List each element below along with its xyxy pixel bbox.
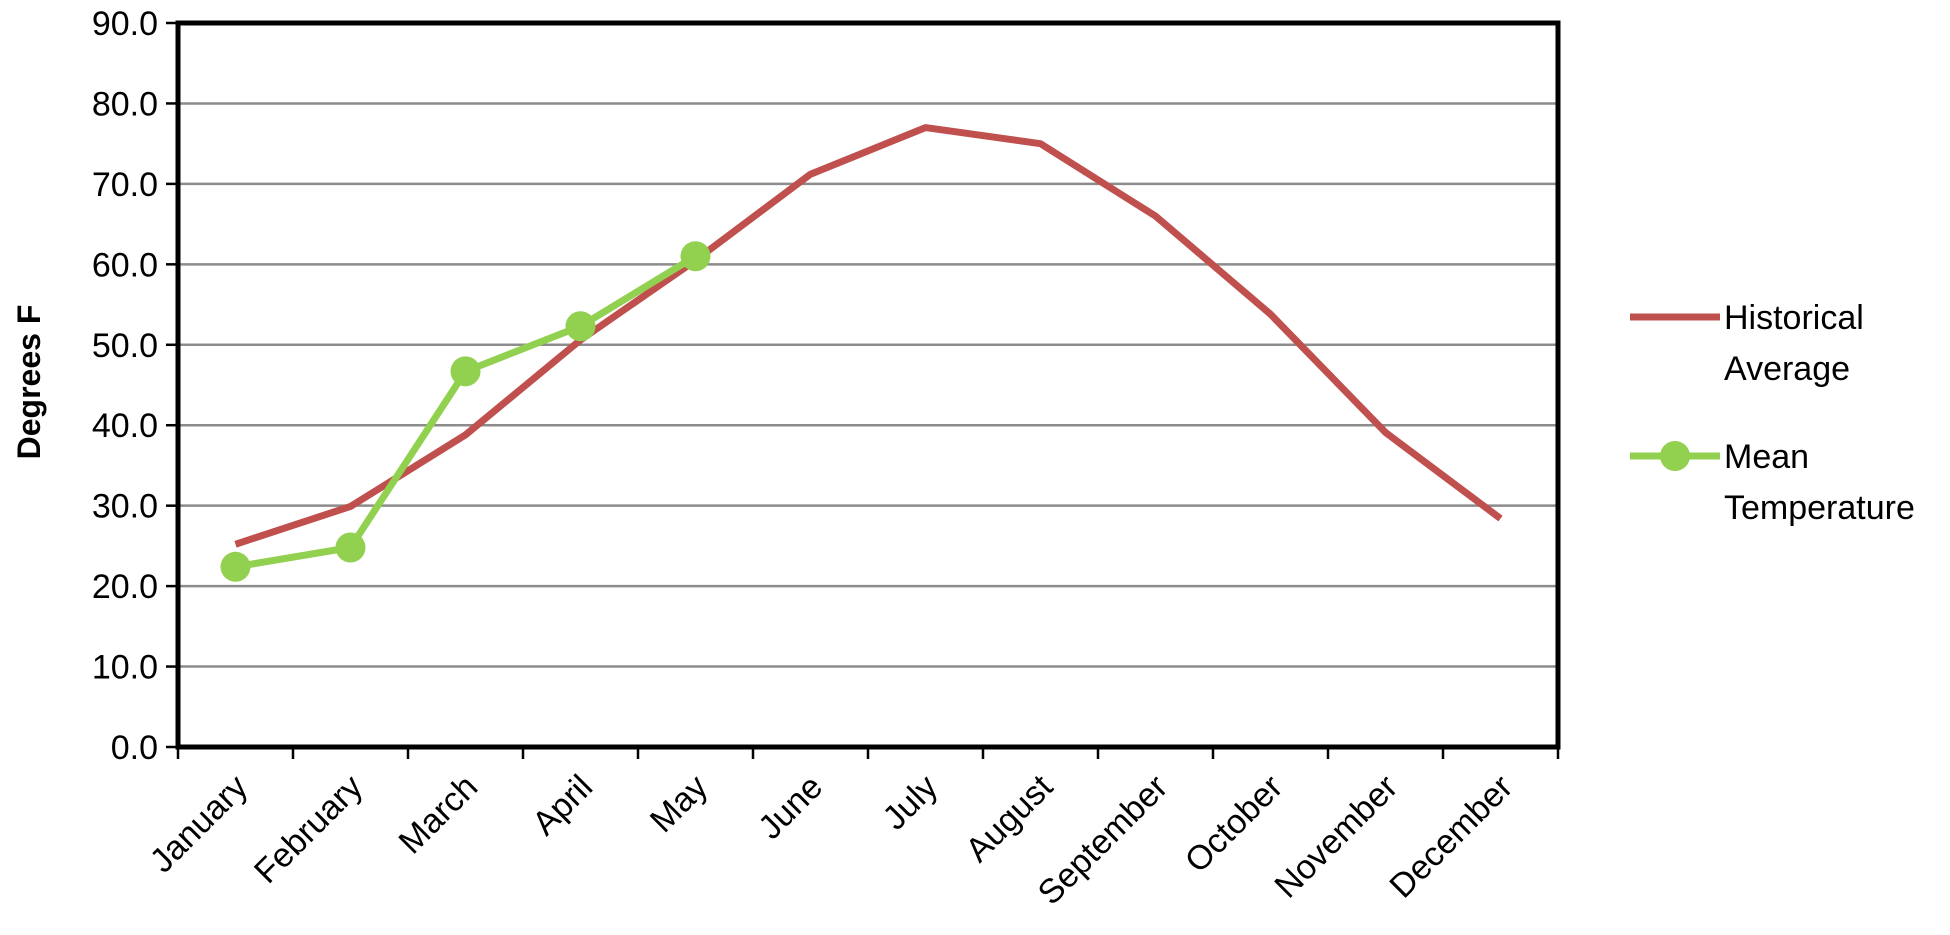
- series-0: [234, 124, 1503, 548]
- plot-border: [175, 20, 1561, 750]
- x-category-label: July: [876, 768, 946, 838]
- series-lines: [220, 124, 1503, 582]
- x-category-label: May: [643, 768, 715, 840]
- legend-label-line: Mean: [1724, 438, 1809, 476]
- y-tick-label: 10.0: [92, 649, 158, 687]
- data-point-marker: [450, 356, 481, 387]
- data-point-marker: [220, 551, 251, 582]
- data-point-marker: [680, 241, 711, 272]
- y-tick-label: 90.0: [92, 5, 158, 43]
- axes: [175, 20, 1561, 750]
- legend-entry: Mean Temperature: [1630, 438, 1915, 527]
- legend-marker: [1660, 441, 1690, 471]
- legend-label: Mean Temperature: [1724, 438, 1915, 527]
- y-tick-label: 30.0: [92, 488, 158, 526]
- x-category-label: March: [391, 768, 485, 862]
- y-tick-label: 60.0: [92, 246, 158, 284]
- x-category-label: February: [247, 768, 370, 891]
- data-point-marker: [565, 311, 596, 342]
- x-category-label: January: [143, 768, 255, 880]
- data-point-marker: [335, 532, 366, 563]
- y-tick-label: 80.0: [92, 85, 158, 123]
- series-line: [234, 124, 1503, 548]
- x-category-label: November: [1267, 768, 1405, 906]
- x-category-label: October: [1178, 768, 1290, 880]
- series-1: [220, 241, 711, 582]
- y-tick-label: 50.0: [92, 327, 158, 365]
- y-tick-label: 70.0: [92, 166, 158, 204]
- legend-label-line: Historical: [1724, 299, 1864, 337]
- y-axis-ticks: 0.0 10.0 20.0 30.0 40.0 50.0 60.0 70.0 80.0 90.0: [92, 5, 178, 767]
- legend-label-line: Temperature: [1724, 489, 1915, 527]
- y-axis-title: Degrees F: [11, 305, 47, 460]
- y-tick-label: 0.0: [111, 729, 158, 767]
- x-category-label: December: [1382, 768, 1520, 906]
- y-tick-label: 20.0: [92, 568, 158, 606]
- x-category-label: April: [525, 768, 600, 843]
- x-category-label: August: [958, 767, 1060, 869]
- legend-entry: Historical Average: [1630, 299, 1864, 388]
- legend: Historical Average Mean Temperature: [1630, 299, 1915, 527]
- legend-label: Historical Average: [1724, 299, 1864, 388]
- legend-label-line: Average: [1724, 350, 1850, 388]
- gridlines: [178, 102, 1558, 668]
- y-tick-label: 40.0: [92, 407, 158, 445]
- x-category-label: June: [751, 768, 830, 847]
